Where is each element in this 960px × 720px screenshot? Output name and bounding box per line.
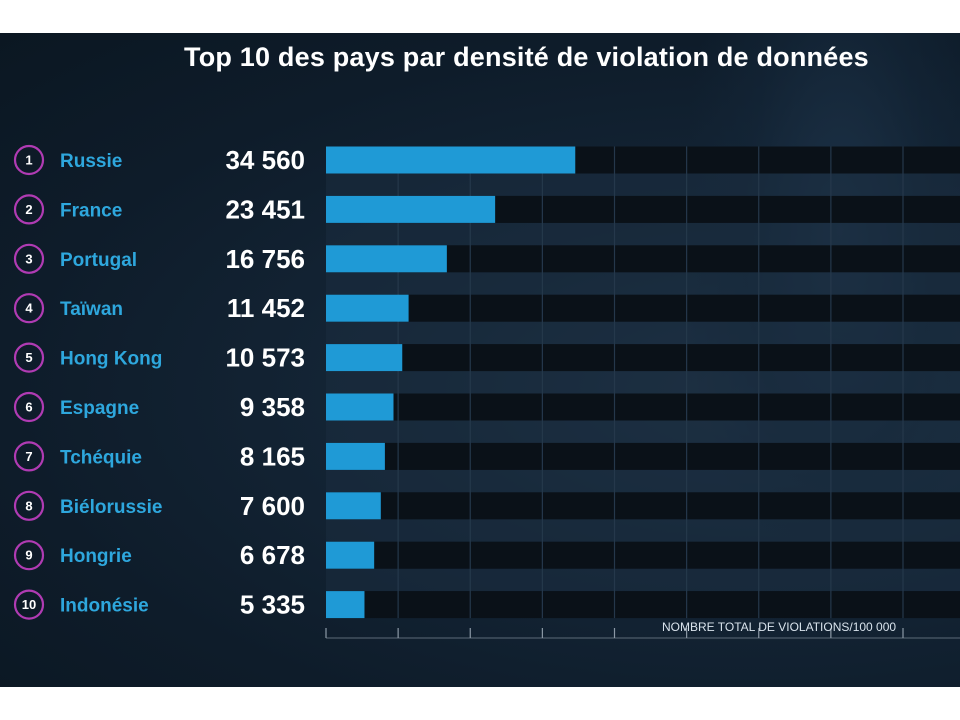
row-gap-band xyxy=(326,371,960,394)
value-label: 7 600 xyxy=(240,491,305,521)
rank-badge xyxy=(13,144,45,176)
rank-badge xyxy=(13,194,45,225)
value-label: 23 451 xyxy=(225,194,305,224)
country-label: Russie xyxy=(60,151,122,172)
country-label: Hongrie xyxy=(60,546,132,567)
rank-badge xyxy=(13,441,45,472)
row-gap-band xyxy=(326,222,960,246)
value-label: 11 452 xyxy=(227,293,305,323)
value-label: 9 358 xyxy=(240,392,305,422)
country-label: Portugal xyxy=(60,250,137,271)
bar-3 xyxy=(326,245,447,273)
country-label: Hong Kong xyxy=(60,349,162,370)
row-gap-band xyxy=(326,321,960,345)
row-gap-band xyxy=(326,519,960,542)
rank-badge xyxy=(13,540,45,571)
value-label: 10 573 xyxy=(225,343,305,373)
row-gap-band xyxy=(326,469,960,493)
bar-7 xyxy=(326,442,385,470)
rank-number: 2 xyxy=(25,202,32,217)
bar-2 xyxy=(326,195,496,223)
rank-number: 4 xyxy=(25,301,33,316)
bar-5 xyxy=(326,344,403,372)
rank-number: 7 xyxy=(25,449,32,464)
rank-badge xyxy=(13,589,45,620)
bar-track xyxy=(326,294,960,322)
value-label: 16 756 xyxy=(225,244,305,274)
rank-badge xyxy=(13,243,45,274)
bar-track xyxy=(326,492,960,520)
row-gap-band xyxy=(326,272,960,295)
bar-track xyxy=(326,591,960,619)
country-label: Tchéquie xyxy=(60,447,142,468)
bar-track xyxy=(326,393,960,421)
rank-number: 9 xyxy=(25,548,32,563)
value-label: 6 678 xyxy=(240,540,305,570)
bar-10 xyxy=(326,591,365,619)
rank-number: 8 xyxy=(25,498,32,513)
country-label: Biélorussie xyxy=(60,497,162,518)
rank-number: 10 xyxy=(22,597,36,612)
rank-number: 6 xyxy=(25,400,32,415)
bar-track xyxy=(326,541,960,569)
row-gap-band xyxy=(326,568,960,592)
rank-number: 1 xyxy=(25,153,32,168)
bar-4 xyxy=(326,294,409,322)
bar-track xyxy=(326,442,960,470)
rank-badge xyxy=(13,490,45,521)
bar-8 xyxy=(326,492,381,520)
rank-number: 5 xyxy=(25,350,32,365)
bar-6 xyxy=(326,393,394,421)
row-gap-band xyxy=(326,420,960,443)
rank-badge xyxy=(13,293,45,324)
value-label: 8 165 xyxy=(240,441,305,471)
x-axis-label: NOMBRE TOTAL DE VIOLATIONS/100 000 xyxy=(662,620,897,634)
bar-1 xyxy=(326,146,576,174)
row-gap-band xyxy=(326,173,960,196)
bar-track xyxy=(326,344,960,372)
bar-9 xyxy=(326,541,375,569)
value-label: 5 335 xyxy=(240,590,305,620)
country-label: Taïwan xyxy=(60,299,123,320)
chart-title: Top 10 des pays par densité de violation… xyxy=(184,42,869,72)
country-label: France xyxy=(60,200,122,221)
rank-badge xyxy=(13,391,45,423)
value-label: 34 560 xyxy=(225,145,305,175)
rank-badge xyxy=(13,342,45,373)
country-label: Indonésie xyxy=(60,596,149,617)
rank-number: 3 xyxy=(25,251,32,266)
country-label: Espagne xyxy=(60,398,139,419)
